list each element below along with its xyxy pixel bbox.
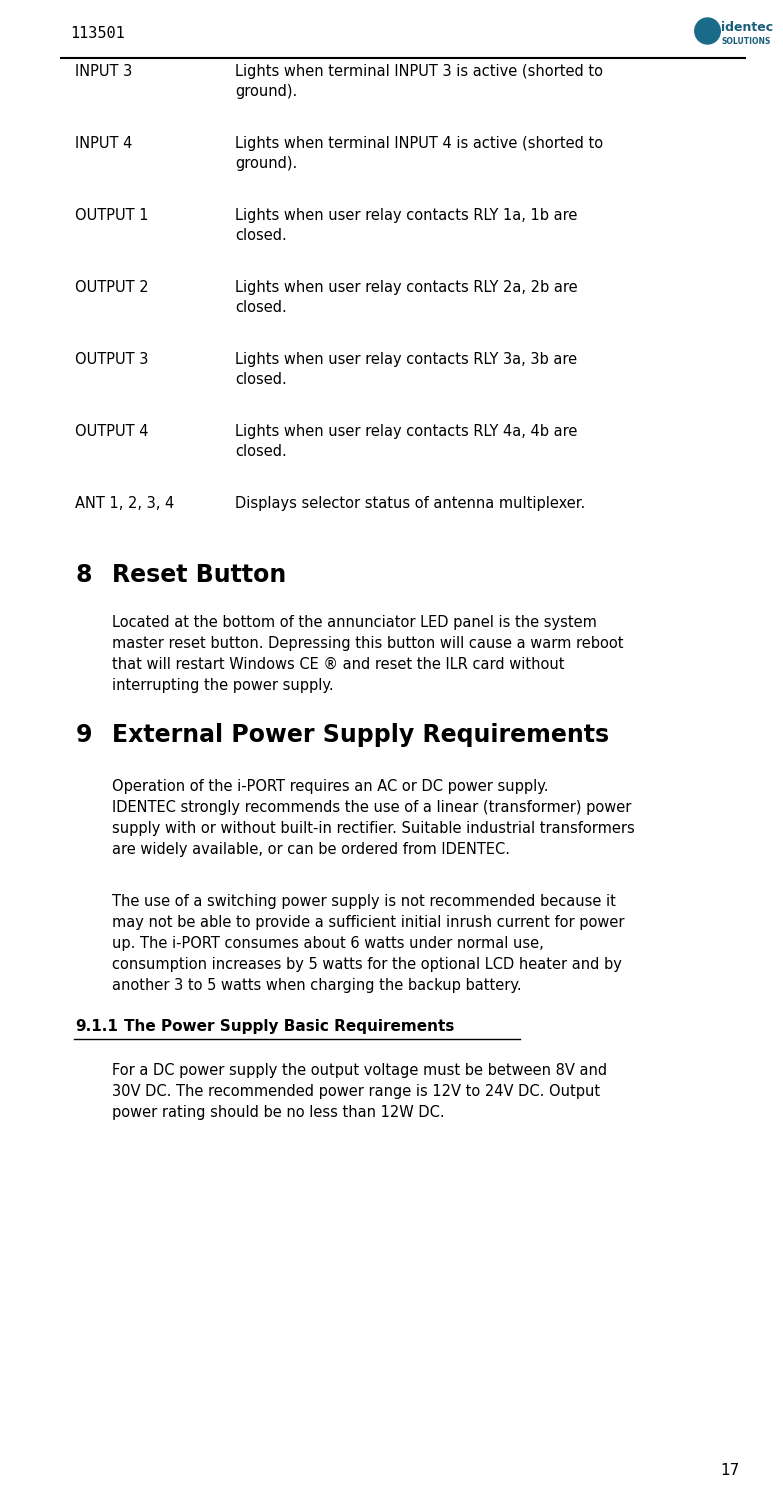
Text: 9: 9	[75, 723, 92, 747]
Text: Lights when user relay contacts RLY 4a, 4b are
closed.: Lights when user relay contacts RLY 4a, …	[235, 423, 578, 459]
Text: The Power Supply Basic Requirements: The Power Supply Basic Requirements	[124, 1019, 455, 1034]
Text: SOLUTIONS: SOLUTIONS	[721, 36, 770, 45]
Text: Operation of the i-PORT requires an AC or DC power supply.
IDENTEC strongly reco: Operation of the i-PORT requires an AC o…	[112, 779, 634, 857]
Text: OUTPUT 2: OUTPUT 2	[75, 280, 149, 295]
Text: Displays selector status of antenna multiplexer.: Displays selector status of antenna mult…	[235, 497, 586, 512]
Text: Lights when terminal INPUT 4 is active (shorted to
ground).: Lights when terminal INPUT 4 is active (…	[235, 136, 604, 172]
Text: Lights when terminal INPUT 3 is active (shorted to
ground).: Lights when terminal INPUT 3 is active (…	[235, 64, 603, 99]
Text: Located at the bottom of the annunciator LED panel is the system
master reset bu: Located at the bottom of the annunciator…	[112, 615, 623, 693]
Text: INPUT 4: INPUT 4	[75, 136, 133, 151]
Text: Lights when user relay contacts RLY 1a, 1b are
closed.: Lights when user relay contacts RLY 1a, …	[235, 208, 578, 244]
Text: OUTPUT 3: OUTPUT 3	[75, 352, 149, 367]
Text: 9.1.1: 9.1.1	[75, 1019, 118, 1034]
Text: 8: 8	[75, 562, 92, 586]
Text: 17: 17	[720, 1463, 740, 1478]
Text: External Power Supply Requirements: External Power Supply Requirements	[112, 723, 609, 747]
Circle shape	[695, 18, 720, 43]
Text: ANT 1, 2, 3, 4: ANT 1, 2, 3, 4	[75, 497, 175, 512]
Text: Lights when user relay contacts RLY 3a, 3b are
closed.: Lights when user relay contacts RLY 3a, …	[235, 352, 577, 387]
Text: Lights when user relay contacts RLY 2a, 2b are
closed.: Lights when user relay contacts RLY 2a, …	[235, 280, 578, 316]
Text: Reset Button: Reset Button	[112, 562, 286, 586]
Text: OUTPUT 1: OUTPUT 1	[75, 208, 149, 223]
Text: 113501: 113501	[70, 25, 125, 40]
Text: OUTPUT 4: OUTPUT 4	[75, 423, 149, 438]
Text: The use of a switching power supply is not recommended because it
may not be abl: The use of a switching power supply is n…	[112, 895, 624, 993]
Text: identec: identec	[721, 21, 774, 33]
Text: INPUT 3: INPUT 3	[75, 64, 132, 79]
Text: For a DC power supply the output voltage must be between 8V and
30V DC. The reco: For a DC power supply the output voltage…	[112, 1064, 607, 1121]
